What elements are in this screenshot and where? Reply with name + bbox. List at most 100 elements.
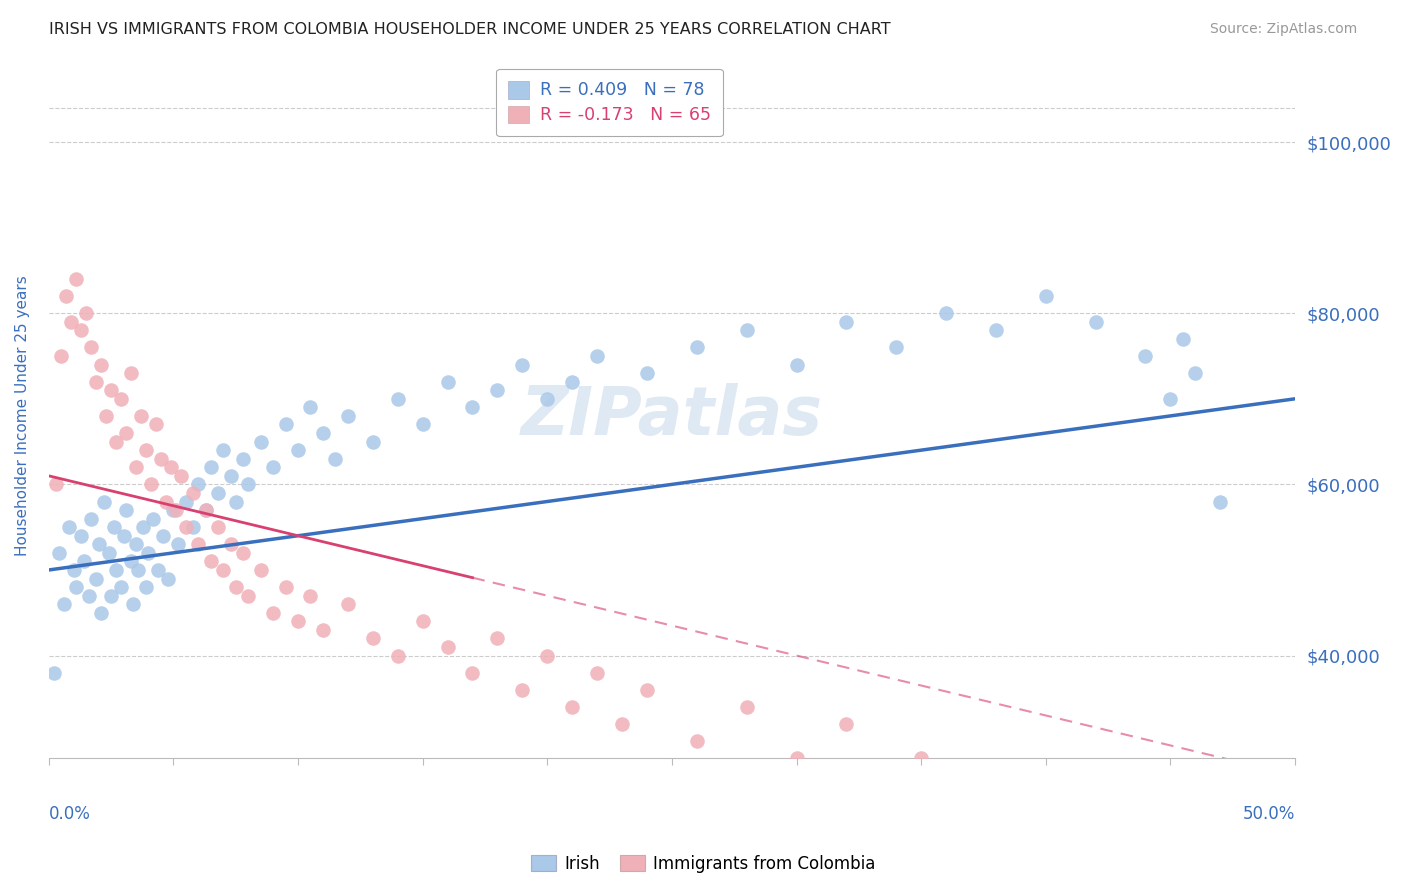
Point bbox=[299, 589, 322, 603]
Point bbox=[1184, 366, 1206, 380]
Point bbox=[212, 443, 235, 458]
Point bbox=[48, 546, 70, 560]
Point bbox=[112, 529, 135, 543]
Point bbox=[42, 665, 65, 680]
Point bbox=[512, 682, 534, 697]
Point bbox=[127, 563, 149, 577]
Point bbox=[984, 323, 1007, 337]
Point bbox=[262, 606, 284, 620]
Point bbox=[1135, 349, 1157, 363]
Point bbox=[55, 289, 77, 303]
Point bbox=[735, 699, 758, 714]
Point bbox=[125, 460, 148, 475]
Point bbox=[325, 451, 347, 466]
Point bbox=[236, 589, 259, 603]
Point bbox=[187, 477, 209, 491]
Point bbox=[90, 358, 112, 372]
Point bbox=[610, 717, 633, 731]
Point bbox=[1084, 315, 1107, 329]
Point bbox=[94, 409, 117, 423]
Point bbox=[181, 520, 204, 534]
Point bbox=[120, 366, 142, 380]
Point bbox=[412, 615, 434, 629]
Point bbox=[312, 425, 335, 440]
Point bbox=[561, 699, 583, 714]
Point bbox=[70, 323, 93, 337]
Point bbox=[145, 417, 167, 432]
Point bbox=[786, 358, 808, 372]
Point bbox=[212, 563, 235, 577]
Point bbox=[262, 460, 284, 475]
Point bbox=[361, 434, 384, 449]
Point bbox=[62, 563, 84, 577]
Point bbox=[225, 580, 247, 594]
Point bbox=[105, 434, 128, 449]
Point bbox=[75, 306, 97, 320]
Point bbox=[65, 272, 87, 286]
Point bbox=[312, 623, 335, 637]
Point bbox=[686, 734, 709, 748]
Point bbox=[219, 537, 242, 551]
Point bbox=[1035, 289, 1057, 303]
Point bbox=[70, 529, 93, 543]
Point bbox=[138, 546, 160, 560]
Text: Source: ZipAtlas.com: Source: ZipAtlas.com bbox=[1209, 22, 1357, 37]
Text: IRISH VS IMMIGRANTS FROM COLOMBIA HOUSEHOLDER INCOME UNDER 25 YEARS CORRELATION : IRISH VS IMMIGRANTS FROM COLOMBIA HOUSEH… bbox=[49, 22, 891, 37]
Point bbox=[97, 546, 120, 560]
Point bbox=[287, 615, 309, 629]
Y-axis label: Householder Income Under 25 years: Householder Income Under 25 years bbox=[15, 276, 30, 557]
Text: 50.0%: 50.0% bbox=[1243, 805, 1295, 823]
Point bbox=[387, 392, 409, 406]
Point bbox=[187, 537, 209, 551]
Point bbox=[207, 486, 229, 500]
Point bbox=[219, 468, 242, 483]
Point bbox=[194, 503, 217, 517]
Point bbox=[586, 665, 609, 680]
Point bbox=[486, 383, 509, 397]
Point bbox=[65, 580, 87, 594]
Point bbox=[84, 572, 107, 586]
Point bbox=[52, 597, 75, 611]
Point bbox=[157, 572, 180, 586]
Point bbox=[200, 460, 222, 475]
Point bbox=[58, 520, 80, 534]
Point bbox=[686, 341, 709, 355]
Point bbox=[884, 341, 907, 355]
Point bbox=[103, 520, 125, 534]
Point bbox=[174, 520, 197, 534]
Point bbox=[93, 494, 115, 508]
Point bbox=[274, 417, 297, 432]
Point bbox=[135, 443, 157, 458]
Point bbox=[162, 503, 184, 517]
Point bbox=[129, 409, 152, 423]
Point bbox=[90, 606, 112, 620]
Point bbox=[536, 648, 558, 663]
Point bbox=[586, 349, 609, 363]
Point bbox=[960, 768, 983, 782]
Point bbox=[160, 460, 183, 475]
Point bbox=[436, 640, 458, 654]
Point bbox=[132, 520, 155, 534]
Point bbox=[536, 392, 558, 406]
Point bbox=[225, 494, 247, 508]
Point bbox=[274, 580, 297, 594]
Point bbox=[115, 425, 138, 440]
Point bbox=[135, 580, 157, 594]
Point bbox=[139, 477, 162, 491]
Point bbox=[232, 451, 254, 466]
Point bbox=[636, 682, 658, 697]
Point bbox=[249, 563, 271, 577]
Point bbox=[232, 546, 254, 560]
Point bbox=[110, 580, 132, 594]
Point bbox=[80, 341, 103, 355]
Point bbox=[436, 375, 458, 389]
Point bbox=[60, 315, 83, 329]
Point bbox=[835, 315, 858, 329]
Point bbox=[77, 589, 100, 603]
Point bbox=[249, 434, 271, 449]
Point bbox=[170, 468, 193, 483]
Point bbox=[167, 537, 190, 551]
Point bbox=[87, 537, 110, 551]
Point bbox=[461, 401, 484, 415]
Point bbox=[336, 597, 359, 611]
